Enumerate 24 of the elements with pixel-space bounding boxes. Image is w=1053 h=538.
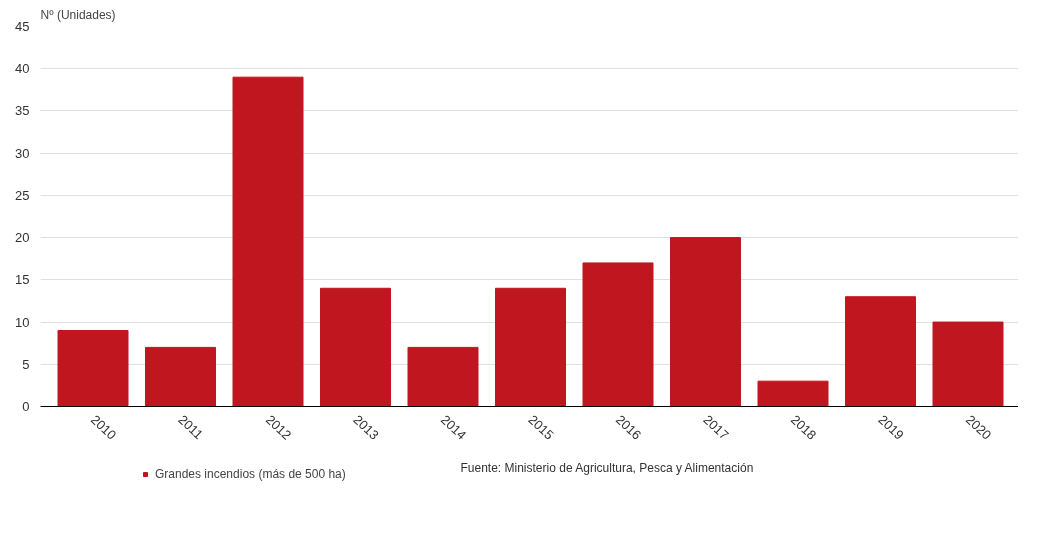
bar <box>582 262 654 407</box>
y-tick-label: 15 <box>15 272 30 288</box>
y-tick-label: 45 <box>15 19 30 34</box>
bar <box>57 330 129 407</box>
y-tick-label: 25 <box>15 187 30 203</box>
source-note: Fuente: Ministerio de Agricultura, Pesca y Alimentación <box>460 460 754 475</box>
y-tick-label: 30 <box>15 145 30 161</box>
bar <box>232 76 304 407</box>
y-tick-label: 20 <box>15 230 30 246</box>
bar <box>757 380 829 407</box>
y-axis-title: Nº (Unidades) <box>40 7 116 22</box>
y-tick-label: 40 <box>15 61 30 77</box>
y-tick-label: 35 <box>15 103 30 119</box>
bar <box>845 296 916 407</box>
bar <box>932 321 1004 407</box>
y-tick-label: 10 <box>15 314 30 330</box>
y-tick-label: 0 <box>22 399 30 414</box>
bar <box>670 237 741 407</box>
legend-label: Grandes incendios (más de 500 ha) <box>155 467 346 481</box>
bar <box>407 346 479 407</box>
bar <box>320 287 391 407</box>
bar <box>145 346 216 407</box>
y-tick-label: 5 <box>22 356 30 372</box>
bar <box>495 287 566 407</box>
